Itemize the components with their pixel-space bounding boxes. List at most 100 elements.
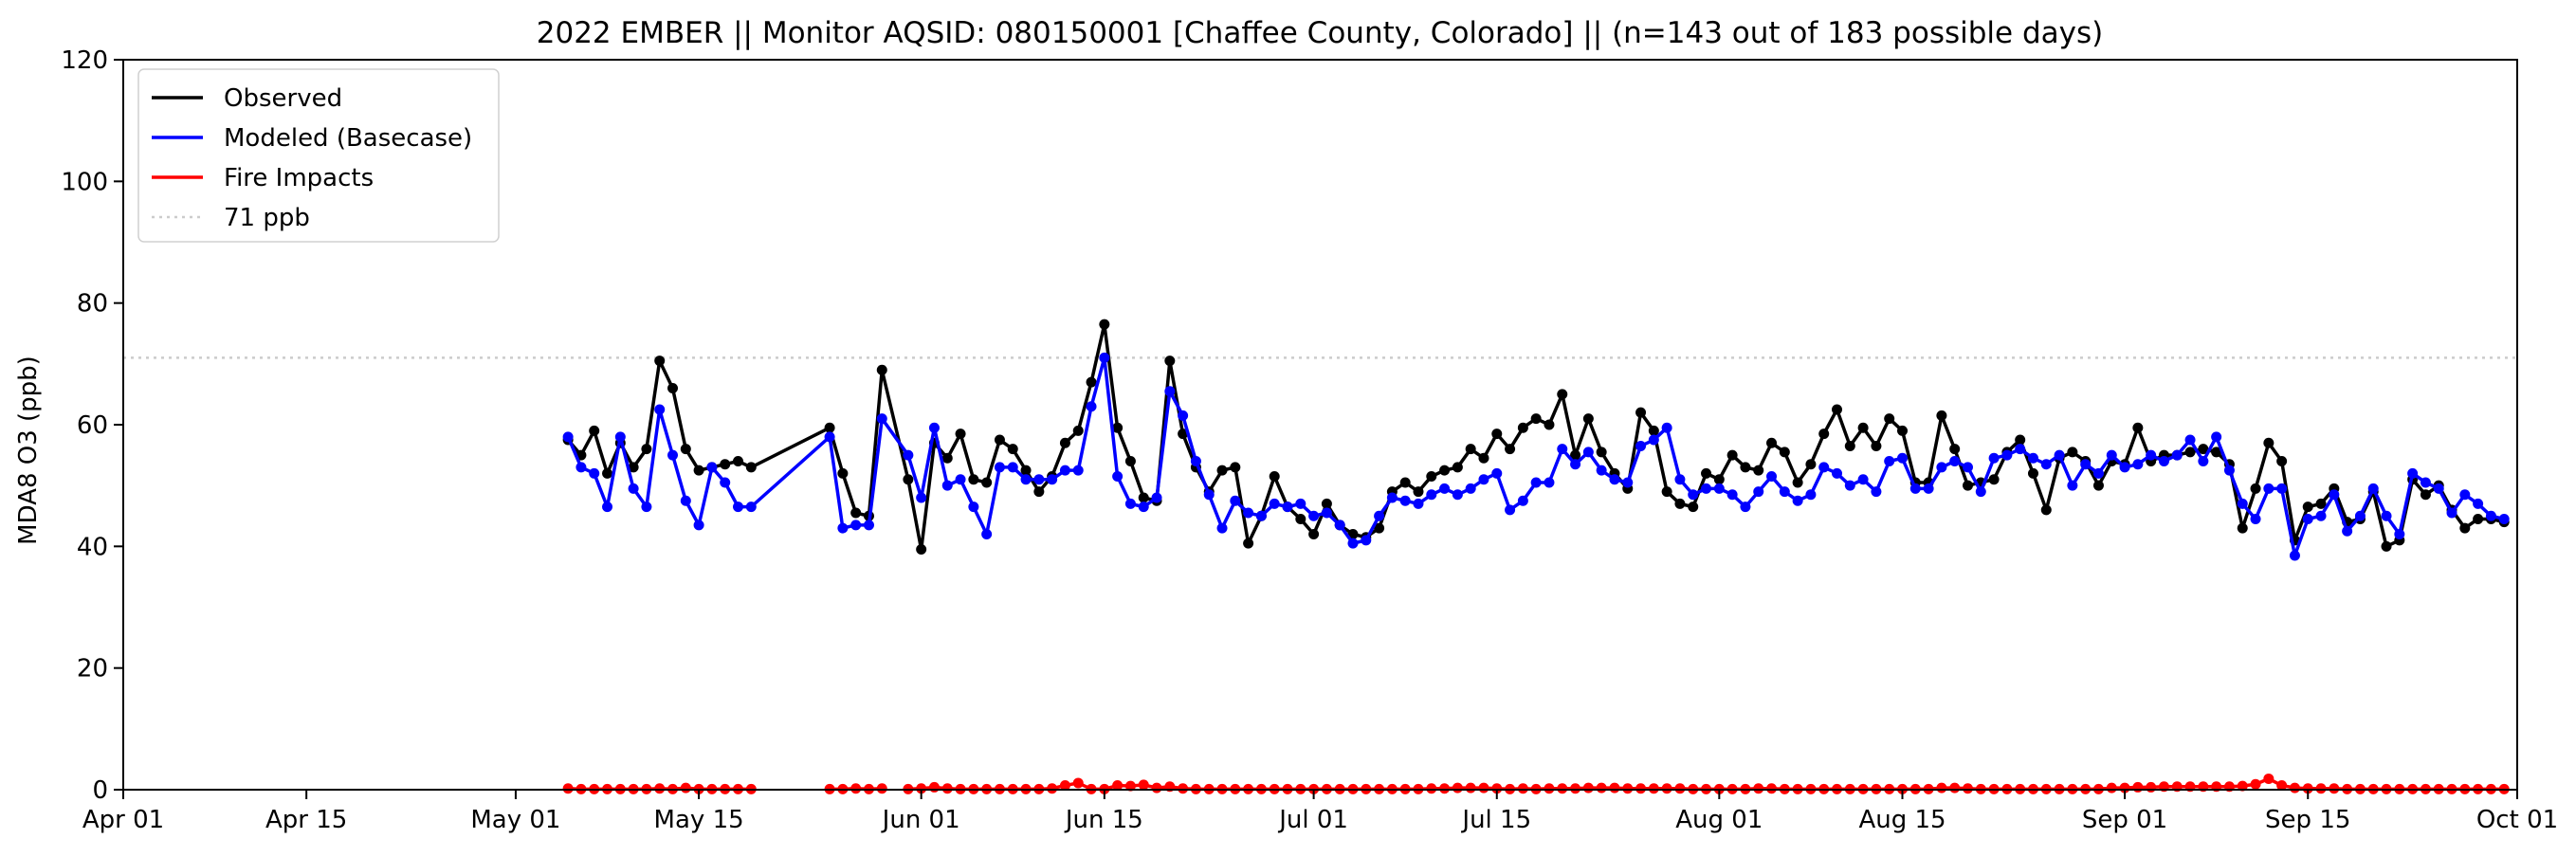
data-point <box>2302 513 2313 524</box>
data-point <box>680 444 691 455</box>
data-point <box>2473 513 2484 524</box>
data-point <box>1674 498 1686 509</box>
data-point <box>1386 492 1398 503</box>
data-point <box>1544 783 1555 794</box>
data-point <box>2394 529 2405 539</box>
data-point <box>2198 444 2209 455</box>
data-point <box>1099 319 1110 330</box>
data-point <box>1818 462 1830 473</box>
data-point <box>2433 483 2444 494</box>
data-point <box>837 522 849 534</box>
data-point <box>1648 783 1659 794</box>
data-point <box>2250 513 2261 524</box>
data-point <box>2092 480 2104 491</box>
data-point <box>955 428 966 440</box>
data-point <box>1544 419 1555 430</box>
data-point <box>2132 459 2144 470</box>
data-point <box>1124 456 1136 466</box>
data-point <box>1635 440 1647 451</box>
data-point <box>2027 467 2038 479</box>
data-point <box>1255 510 1267 521</box>
data-point <box>1112 780 1124 792</box>
data-point <box>1726 449 1738 461</box>
data-point <box>589 467 600 479</box>
data-point <box>2329 783 2340 794</box>
y-tick-label: 40 <box>77 533 108 561</box>
data-point <box>876 364 887 375</box>
data-point <box>1413 498 1424 509</box>
data-point <box>1020 474 1032 485</box>
data-point <box>1674 474 1686 485</box>
data-point <box>1517 495 1528 506</box>
data-point <box>2106 449 2117 461</box>
data-point <box>1582 413 1594 425</box>
data-point <box>1072 777 1084 789</box>
data-point <box>1975 486 1986 498</box>
data-point <box>1243 538 1254 549</box>
data-point <box>2119 462 2130 473</box>
data-point <box>1635 407 1647 418</box>
data-point <box>1949 456 1961 466</box>
data-point <box>1151 492 1162 503</box>
x-tick-label: Apr 15 <box>265 806 347 834</box>
data-point <box>928 781 940 793</box>
data-point <box>1792 477 1803 488</box>
data-point <box>1884 413 1895 425</box>
x-tick-label: Aug 15 <box>1858 806 1946 834</box>
data-point <box>1334 520 1345 531</box>
data-point <box>1216 522 1228 534</box>
data-point <box>575 462 587 473</box>
data-point <box>1230 495 1241 506</box>
data-point <box>916 544 927 556</box>
data-point <box>863 520 874 531</box>
data-point <box>1230 462 1241 473</box>
y-tick-label: 20 <box>77 655 108 684</box>
data-point <box>1897 425 1908 436</box>
data-point <box>1805 459 1817 470</box>
data-point <box>1399 495 1411 506</box>
data-point <box>2289 550 2300 561</box>
data-point <box>2001 449 2013 461</box>
data-point <box>2459 489 2471 501</box>
data-point <box>2485 510 2496 521</box>
data-point <box>1465 483 1476 494</box>
data-point <box>1988 452 2000 464</box>
data-point <box>1688 489 1699 501</box>
data-point <box>2263 773 2275 784</box>
data-point <box>2184 447 2196 458</box>
data-point <box>1557 783 1568 794</box>
data-point <box>2132 781 2144 793</box>
data-point <box>667 449 679 461</box>
data-point <box>641 444 652 455</box>
data-point <box>1164 386 1176 397</box>
data-point <box>903 474 914 485</box>
data-point <box>2106 782 2117 793</box>
data-point <box>667 383 679 393</box>
data-point <box>654 404 666 415</box>
data-point <box>1713 483 1725 494</box>
data-point <box>1374 522 1385 534</box>
data-point <box>720 459 731 470</box>
data-point <box>2040 459 2052 470</box>
data-point <box>2367 483 2379 494</box>
data-point <box>1622 783 1634 794</box>
data-point <box>1544 477 1555 488</box>
data-point <box>1530 413 1542 425</box>
data-point <box>614 431 626 443</box>
data-point <box>2498 513 2510 524</box>
data-point <box>1361 535 1372 546</box>
data-point <box>1505 504 1516 516</box>
data-point <box>2276 483 2288 494</box>
chart-title: 2022 EMBER || Monitor AQSID: 080150001 [… <box>537 16 2103 50</box>
data-point <box>2354 510 2366 521</box>
data-point <box>1661 783 1672 794</box>
data-point <box>1072 465 1084 476</box>
data-point <box>2040 504 2052 516</box>
data-point <box>1072 425 1084 436</box>
data-point <box>850 507 862 519</box>
legend-label: Modeled (Basecase) <box>224 124 472 153</box>
data-point <box>2198 456 2209 466</box>
data-point <box>1007 444 1018 455</box>
data-point <box>1661 422 1672 433</box>
data-point <box>589 425 600 436</box>
